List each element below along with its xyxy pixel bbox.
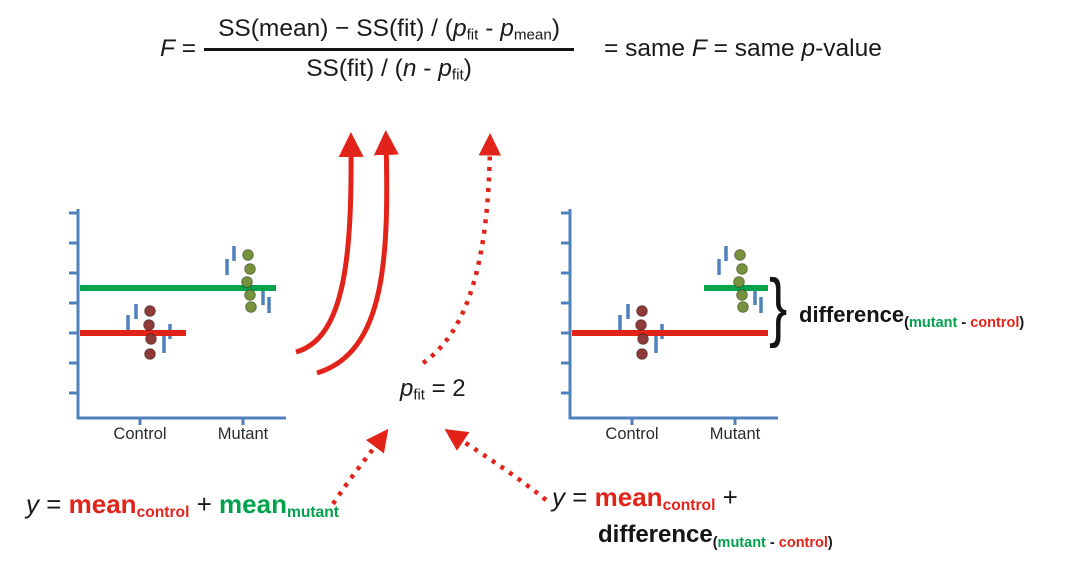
equation-two-means: y = meancontrol + meanmutant <box>26 489 339 522</box>
axes <box>561 209 778 425</box>
equation-mean-plus-difference: y = meancontrol + difference(mutant - co… <box>552 482 833 551</box>
eq-left-y: y <box>26 489 39 519</box>
x-axis-label-mutant: Mutant <box>709 425 761 443</box>
dotted-arrow-right-eq-to-pfit <box>444 429 548 502</box>
rhs-F-var: F <box>691 35 707 63</box>
rhs-text-3: -value <box>815 35 882 63</box>
plot-mean-difference-model: Control Mutant <box>556 203 788 453</box>
rhs-p-var: p <box>801 35 816 63</box>
eq-left-plus: + <box>189 489 220 519</box>
x-axis-label-control: Control <box>605 425 659 443</box>
formula-lhs: F = <box>160 35 196 63</box>
eq-right-equals: = <box>565 482 595 512</box>
formula-rhs: = same F = same p-value <box>604 35 882 63</box>
formula-eq-sign: = <box>174 35 197 63</box>
p-fit-value: = 2 <box>424 375 466 402</box>
sub-control: control <box>970 315 1020 331</box>
numerator-p-mean-var: p <box>500 15 514 42</box>
difference-word: difference <box>799 302 905 327</box>
eq-sub-close-paren: ) <box>827 534 833 551</box>
sub-open-paren: ( <box>904 315 909 331</box>
eq-sub-control: control <box>778 534 828 551</box>
x-axis-label-mutant: Mutant <box>217 425 269 443</box>
eq-sub-open-paren: ( <box>712 534 718 551</box>
denominator-text-3: ) <box>463 55 472 83</box>
rhs-text-1: = same <box>604 35 692 63</box>
data-dots <box>635 249 749 360</box>
dotted-arrow-to-formula <box>421 133 502 365</box>
denominator-n-var: n <box>402 55 417 83</box>
formula-F: F <box>160 35 175 63</box>
sub-dash: - <box>957 315 971 331</box>
numerator-text-3: ) <box>551 15 560 42</box>
denominator-p-var: p <box>438 55 452 83</box>
difference-brace: } <box>769 264 788 349</box>
p-fit-equals-2-label: pfit = 2 <box>400 375 466 403</box>
equation-line-1: y = meancontrol + <box>552 482 833 515</box>
residual-dashes <box>618 246 763 353</box>
eq-right-control-sub: control <box>662 496 716 514</box>
difference-subscript: (mutant - control) <box>904 315 1024 331</box>
eq-right-plus: + <box>715 482 738 512</box>
eq-sub-mutant: mutant <box>717 534 766 551</box>
numerator-text-1: SS(mean) − SS(fit) / ( <box>218 15 453 42</box>
denominator-fit-sub: fit <box>451 66 464 84</box>
eq-right-difference-word: difference <box>598 520 713 548</box>
eq-left-mean-mutant: mean <box>219 489 287 519</box>
solid-arrow-to-formula-left <box>295 132 364 355</box>
sub-mutant: mutant <box>909 315 958 331</box>
equation-line-2: difference(mutant - control) <box>598 521 833 551</box>
rhs-text-2: = same <box>706 35 802 63</box>
eq-sub-dash: - <box>765 534 779 551</box>
formula-denominator: SS(fit) / (n - pfit) <box>204 51 574 83</box>
eq-right-y: y <box>552 482 565 512</box>
mean-lines <box>572 285 768 336</box>
eq-left-equals: = <box>39 489 69 519</box>
sub-close-paren: ) <box>1019 315 1025 331</box>
eq-left-mutant-sub: mutant <box>286 503 339 521</box>
denominator-text-1: SS(fit) / ( <box>306 55 403 83</box>
eq-left-control-sub: control <box>136 503 190 521</box>
x-axis-label-control: Control <box>113 425 167 443</box>
data-dots <box>143 249 257 360</box>
denominator-text-2: - <box>416 55 439 83</box>
solid-arrow-to-formula-right <box>316 130 399 376</box>
plot-mean-difference-svg <box>561 209 778 425</box>
eq-right-mean-control: mean <box>594 482 663 512</box>
formula-numerator: SS(mean) − SS(fit) / (pfit - pmean) <box>204 15 574 52</box>
plot-two-means-svg <box>69 209 286 425</box>
axes <box>69 209 286 425</box>
mean-lines <box>80 285 276 336</box>
f-statistic-formula: F = SS(mean) − SS(fit) / (pfit - pmean) … <box>160 15 882 84</box>
eq-right-difference-subscript: (mutant - control) <box>713 535 833 551</box>
formula-fraction: SS(mean) − SS(fit) / (pfit - pmean) SS(f… <box>204 15 574 84</box>
numerator-p-fit-var: p <box>452 15 467 42</box>
numerator-text-2: - <box>478 15 501 42</box>
eq-left-mean-control: mean <box>68 489 137 519</box>
plot-two-means-model: Control Mutant <box>64 203 296 453</box>
numerator-fit-sub: fit <box>466 26 479 44</box>
p-fit-p-var: p <box>400 375 414 402</box>
p-fit-sub: fit <box>413 387 425 404</box>
difference-brace-label: difference(mutant - control) <box>799 302 1024 331</box>
dotted-arrow-left-eq-to-pfit <box>331 428 389 506</box>
numerator-mean-sub: mean <box>513 26 552 44</box>
